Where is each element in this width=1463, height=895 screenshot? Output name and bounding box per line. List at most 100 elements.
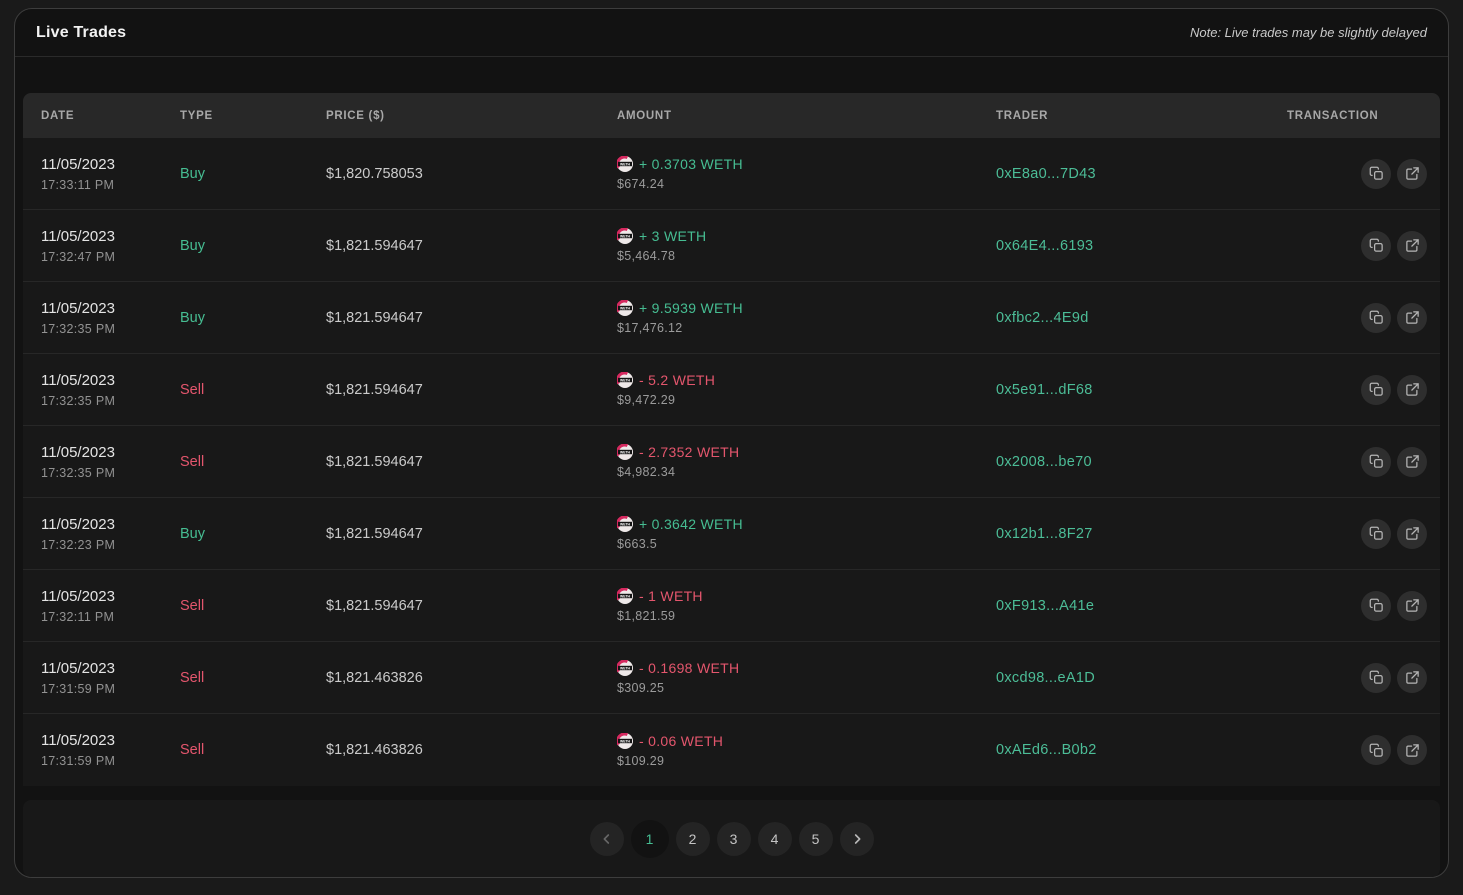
- trader-address-link[interactable]: 0xAEd6...B0b2: [996, 742, 1097, 758]
- pagination-page-button[interactable]: 5: [798, 821, 833, 856]
- copy-icon: [1369, 238, 1383, 252]
- pagination-next-button[interactable]: [839, 821, 874, 856]
- copy-icon: [1369, 526, 1383, 540]
- svg-text:WETH: WETH: [620, 378, 631, 382]
- external-link-icon: [1405, 455, 1419, 468]
- trader-cell: 0x5e91...dF68: [996, 381, 1287, 399]
- pagination-page-button[interactable]: 1: [630, 819, 669, 858]
- price-cell: $1,820.758053: [326, 165, 617, 183]
- pagination-page-button[interactable]: 3: [716, 821, 751, 856]
- svg-text:WETH: WETH: [620, 739, 631, 743]
- trade-amount: + 9.5939 WETH: [639, 300, 743, 316]
- price-cell: $1,821.594647: [326, 525, 617, 543]
- open-transaction-button[interactable]: [1397, 735, 1427, 765]
- copy-icon: [1369, 166, 1383, 180]
- transaction-actions: [1287, 518, 1440, 549]
- delay-note: Note: Live trades may be slightly delaye…: [1189, 25, 1427, 40]
- copy-transaction-button[interactable]: [1361, 446, 1391, 477]
- copy-transaction-button[interactable]: [1361, 518, 1391, 549]
- date-cell: 11/05/2023 17:32:35 PM: [41, 372, 180, 408]
- trade-time: 17:32:35 PM: [41, 321, 116, 336]
- amount-cell: WETH + 9.5939 WETH $17,476.12: [617, 300, 996, 335]
- trader-address-link[interactable]: 0x12b1...8F27: [996, 525, 1093, 542]
- trade-price: $1,821.594647: [326, 237, 423, 254]
- open-transaction-button[interactable]: [1397, 590, 1427, 621]
- trade-usd-value: $109.29: [617, 753, 665, 768]
- trader-address-link[interactable]: 0xfbc2...4E9d: [996, 309, 1089, 326]
- external-link-icon: [1405, 671, 1419, 684]
- copy-transaction-button[interactable]: [1361, 158, 1391, 189]
- pagination-prev-button[interactable]: [589, 821, 624, 856]
- weth-icon: WETH: [617, 156, 633, 172]
- type-cell: Sell: [180, 381, 326, 399]
- copy-icon: [1369, 598, 1383, 612]
- copy-icon: [1369, 382, 1383, 396]
- table-row: 11/05/2023 17:32:35 PM Buy $1,821.594647…: [23, 282, 1440, 354]
- trade-date: 11/05/2023: [41, 227, 115, 245]
- trader-address-link[interactable]: 0x64E4...6193: [996, 237, 1094, 254]
- trade-date: 11/05/2023: [41, 587, 115, 605]
- date-cell: 11/05/2023 17:31:59 PM: [41, 660, 180, 696]
- copy-transaction-button[interactable]: [1361, 230, 1391, 261]
- trade-date: 11/05/2023: [41, 371, 115, 389]
- column-header-transaction: TRANSACTION: [1287, 109, 1379, 122]
- table-row: 11/05/2023 17:31:59 PM Sell $1,821.46382…: [23, 714, 1440, 786]
- trade-usd-value: $1,821.59: [617, 609, 676, 623]
- svg-text:WETH: WETH: [620, 306, 631, 310]
- transaction-actions: [1287, 590, 1440, 621]
- trader-cell: 0xE8a0...7D43: [996, 165, 1287, 183]
- copy-transaction-button[interactable]: [1361, 590, 1391, 621]
- trader-address-link[interactable]: 0xF913...A41e: [996, 597, 1095, 614]
- table-row: 11/05/2023 17:33:11 PM Buy $1,820.758053…: [23, 138, 1440, 210]
- trade-type: Buy: [180, 309, 205, 326]
- external-link-icon: [1405, 167, 1419, 180]
- transaction-actions: [1287, 446, 1440, 477]
- amount-cell: WETH + 0.3703 WETH $674.24: [617, 156, 996, 191]
- trades-table: DATE TYPE PRICE ($) AMOUNT TRADER TRANSA…: [23, 93, 1440, 786]
- weth-icon: WETH: [617, 300, 633, 316]
- trade-date: 11/05/2023: [41, 732, 115, 749]
- type-cell: Sell: [180, 597, 326, 615]
- trade-price: $1,821.463826: [326, 742, 423, 758]
- pagination-page-button[interactable]: 2: [675, 821, 710, 856]
- table-header-row: DATE TYPE PRICE ($) AMOUNT TRADER TRANSA…: [23, 93, 1440, 138]
- trade-usd-value: $5,464.78: [617, 249, 676, 263]
- amount-cell: WETH + 3 WETH $5,464.78: [617, 228, 996, 263]
- open-transaction-button[interactable]: [1397, 230, 1427, 261]
- open-transaction-button[interactable]: [1397, 518, 1427, 549]
- trade-amount: - 0.06 WETH: [639, 732, 724, 749]
- price-cell: $1,821.463826: [326, 741, 617, 759]
- trade-price: $1,821.594647: [326, 453, 423, 470]
- copy-transaction-button[interactable]: [1361, 302, 1391, 333]
- trader-address-link[interactable]: 0x2008...be70: [996, 453, 1092, 470]
- table-row: 11/05/2023 17:31:59 PM Sell $1,821.46382…: [23, 642, 1440, 714]
- page-title: Live Trades: [36, 23, 127, 41]
- svg-text:WETH: WETH: [620, 234, 631, 238]
- copy-transaction-button[interactable]: [1361, 735, 1391, 765]
- open-transaction-button[interactable]: [1397, 302, 1427, 333]
- external-link-icon: [1405, 599, 1419, 612]
- copy-transaction-button[interactable]: [1361, 374, 1391, 405]
- trade-date: 11/05/2023: [41, 659, 115, 677]
- trade-usd-value: $309.25: [617, 681, 665, 695]
- open-transaction-button[interactable]: [1397, 374, 1427, 405]
- open-transaction-button[interactable]: [1397, 662, 1427, 693]
- copy-icon: [1369, 670, 1383, 684]
- trader-cell: 0xAEd6...B0b2: [996, 741, 1287, 759]
- svg-text:WETH: WETH: [620, 522, 631, 526]
- pagination-page-button[interactable]: 4: [757, 821, 792, 856]
- price-cell: $1,821.594647: [326, 453, 617, 471]
- table-row: 11/05/2023 17:32:47 PM Buy $1,821.594647…: [23, 210, 1440, 282]
- open-transaction-button[interactable]: [1397, 158, 1427, 189]
- trader-address-link[interactable]: 0xE8a0...7D43: [996, 165, 1096, 182]
- copy-transaction-button[interactable]: [1361, 662, 1391, 693]
- trader-address-link[interactable]: 0x5e91...dF68: [996, 381, 1093, 398]
- trade-usd-value: $663.5: [617, 537, 658, 551]
- open-transaction-button[interactable]: [1397, 446, 1427, 477]
- type-cell: Buy: [180, 165, 326, 183]
- trade-price: $1,821.594647: [326, 597, 423, 614]
- trader-address-link[interactable]: 0xcd98...eA1D: [996, 669, 1096, 686]
- trade-price: $1,821.594647: [326, 381, 423, 398]
- trader-cell: 0x12b1...8F27: [996, 525, 1287, 543]
- trade-time: 17:32:35 PM: [41, 393, 116, 408]
